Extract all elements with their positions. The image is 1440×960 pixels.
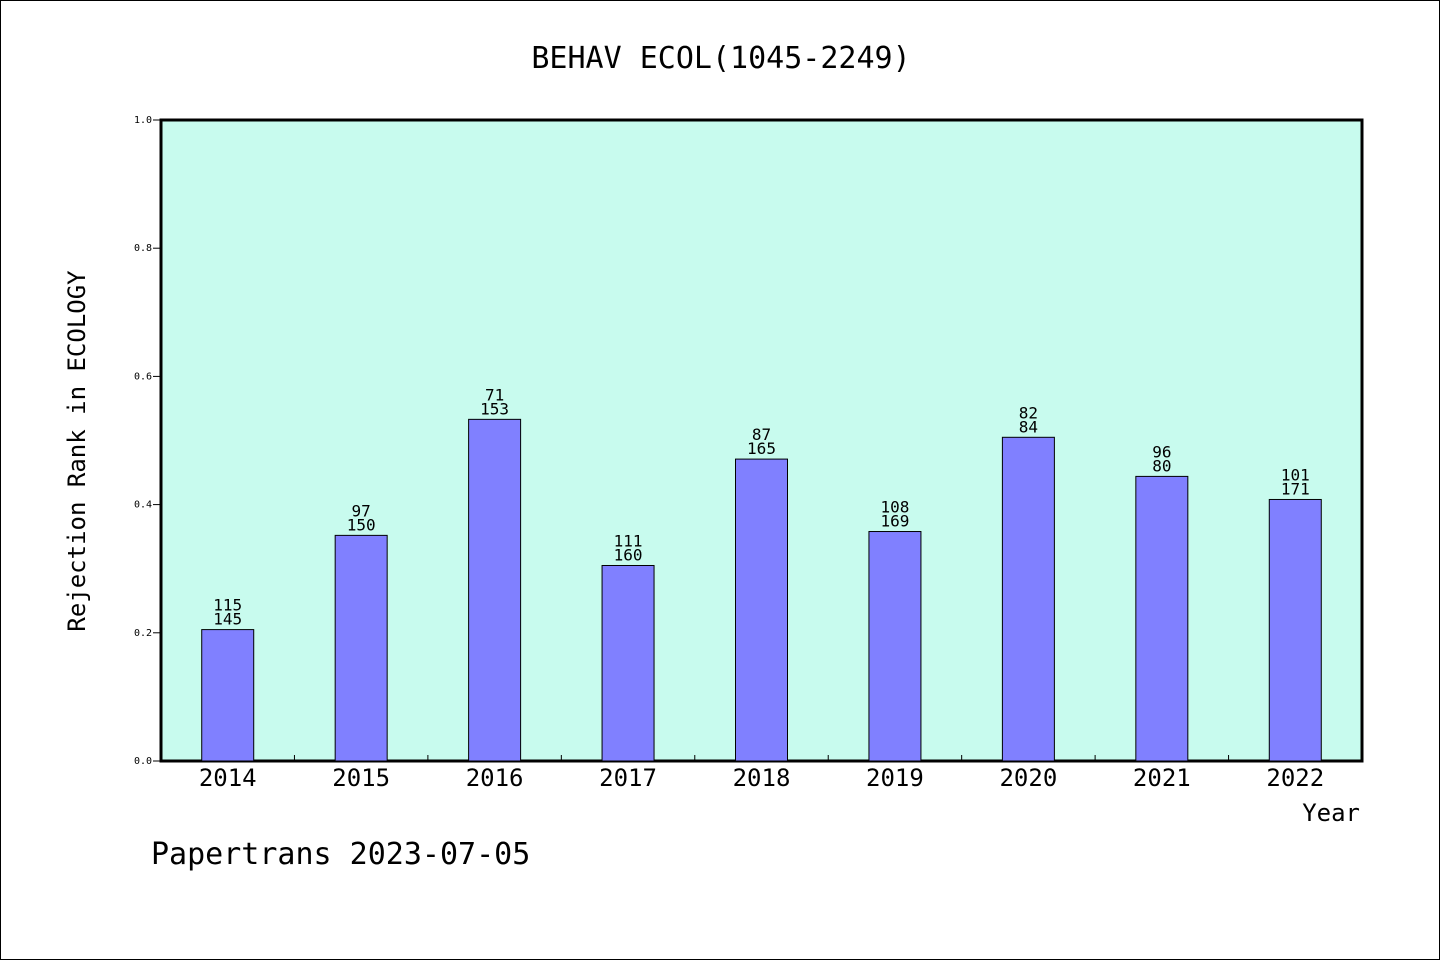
bar-label-lower: 171 [1281,479,1310,498]
bar-label-upper: 82 [1019,403,1038,422]
x-tick-label: 2016 [466,764,524,792]
bar-label-upper: 96 [1152,442,1171,461]
y-tick-label: 1.0 [134,115,152,126]
bar-label-lower: 169 [880,512,909,531]
bar-2017 [601,564,655,762]
x-tick-label: 2021 [1133,764,1191,792]
x-tick-label: 2019 [866,764,924,792]
bar-label-upper: 101 [1281,465,1310,484]
bar-2021 [1135,475,1189,762]
x-tick-label: 2015 [332,764,390,792]
bar-label-upper: 97 [352,501,371,520]
x-tick-label: 2022 [1266,764,1324,792]
y-tick-label: 0.4 [134,500,152,511]
y-tick-label: 0.6 [134,371,152,382]
bar-label-lower: 145 [213,610,242,629]
footer-text: Papertrans 2023-07-05 [151,837,530,872]
bar-label-lower: 84 [1019,417,1038,436]
bar-2018 [735,458,788,762]
bar-label-lower: 165 [747,439,776,458]
bar-2022 [1268,498,1322,762]
bar-label-upper: 108 [880,498,909,517]
bar-2020 [1001,436,1055,762]
y-tick-label: 0.8 [134,243,152,254]
bar-label-lower: 80 [1152,456,1171,475]
y-tick-label: 0.0 [134,756,152,767]
x-axis-title: Year [1302,799,1360,827]
y-axis-title: Rejection Rank in ECOLOGY [63,270,91,632]
bar-label-upper: 87 [752,425,771,444]
bar-2019 [868,531,922,762]
x-tick-label: 2020 [999,764,1057,792]
bar-label-lower: 153 [480,399,509,418]
x-tick-label: 2014 [199,764,257,792]
chart-title: BEHAV ECOL(1045-2249) [531,41,910,76]
y-tick-label: 0.2 [134,628,152,639]
x-tick-label: 2018 [733,764,791,792]
bar-2016 [468,418,522,762]
bar-label-upper: 111 [614,531,643,550]
x-tick-label: 2017 [599,764,657,792]
bar-label-lower: 160 [614,545,643,564]
bar-2014 [201,629,255,762]
bar-label-lower: 150 [347,515,376,534]
bar-label-upper: 71 [485,385,504,404]
bar-2015 [334,534,388,762]
bar-label-upper: 115 [213,596,242,615]
